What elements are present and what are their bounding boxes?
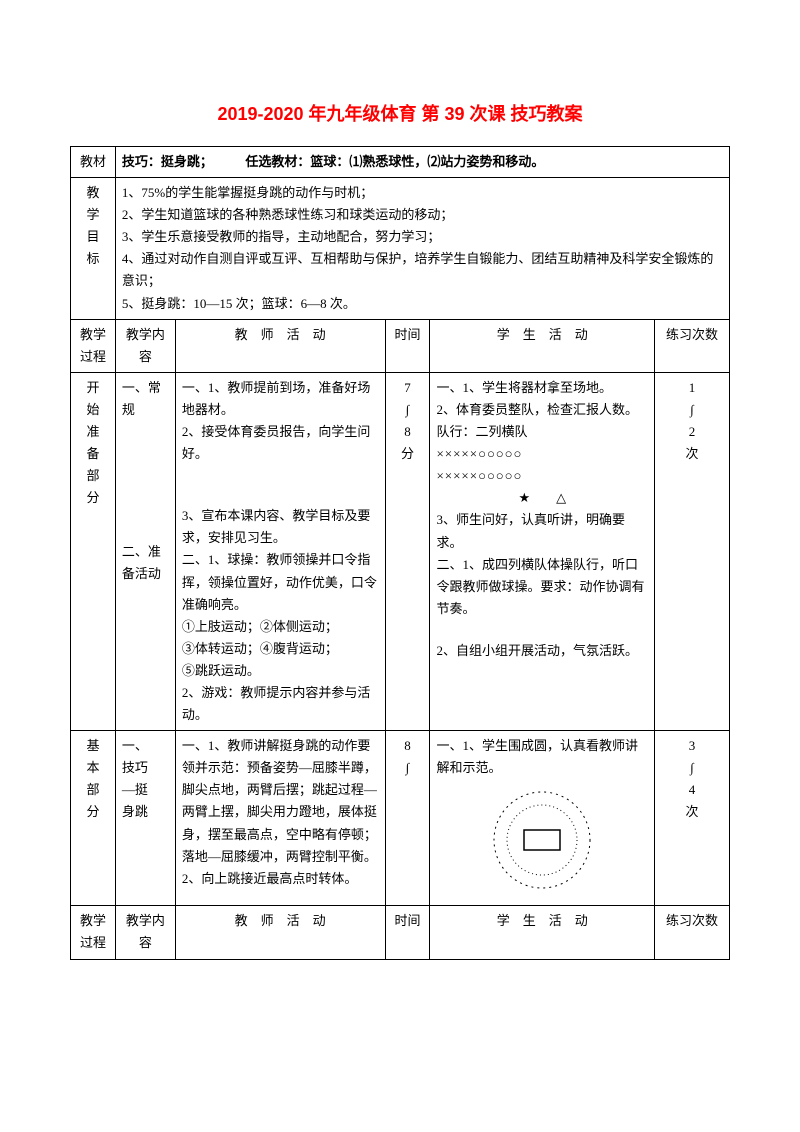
sec1-reps: 1∫2次 <box>655 372 730 730</box>
col-teacher: 教 师 活 动 <box>175 906 385 959</box>
goal-content: 1、75%的学生能掌握挺身跳的动作与时机； 2、学生知道篮球的各种熟悉球性练习和… <box>115 178 729 320</box>
col-content: 教学内容 <box>115 906 175 959</box>
circle-diagram <box>472 785 612 895</box>
col-time: 时间 <box>385 906 430 959</box>
table-row: 教材 技巧：挺身跳； 任选教材：篮球：⑴熟悉球性，⑵站力姿势和移动。 <box>71 147 730 178</box>
sec2-teacher: 一、1、教师讲解挺身跳的动作要领并示范：预备姿势—屈膝半蹲，脚尖点地，两臂后摆；… <box>175 731 385 906</box>
sec1-content: 一、常规 二、准备活动 <box>115 372 175 730</box>
sec2-time: 8∫ <box>385 731 430 906</box>
table-header-row: 教学过程 教学内容 教 师 活 动 时间 学 生 活 动 练习次数 <box>71 319 730 372</box>
material-content: 技巧：挺身跳； 任选教材：篮球：⑴熟悉球性，⑵站力姿势和移动。 <box>115 147 729 178</box>
goal-label: 教学目标 <box>71 178 116 320</box>
sec1-process: 开始准备部分 <box>71 372 116 730</box>
col-time: 时间 <box>385 319 430 372</box>
table-row: 基本部分 一、 技巧 —挺 身跳 一、1、教师讲解挺身跳的动作要领并示范：预备姿… <box>71 731 730 906</box>
sec1-teacher: 一、1、教师提前到场，准备好场地器材。 2、接受体育委员报告，向学生问好。 3、… <box>175 372 385 730</box>
sec1-student: 一、1、学生将器材拿至场地。 2、体育委员整队，检查汇报人数。队行：二列横队 ×… <box>430 372 655 730</box>
col-process: 教学过程 <box>71 319 116 372</box>
col-teacher: 教 师 活 动 <box>175 319 385 372</box>
sec2-reps: 3∫4次 <box>655 731 730 906</box>
sec2-content: 一、 技巧 —挺 身跳 <box>115 731 175 906</box>
sec2-process: 基本部分 <box>71 731 116 906</box>
col-process: 教学过程 <box>71 906 116 959</box>
table-row: 教学目标 1、75%的学生能掌握挺身跳的动作与时机； 2、学生知道篮球的各种熟悉… <box>71 178 730 320</box>
table-row: 开始准备部分 一、常规 二、准备活动 一、1、教师提前到场，准备好场地器材。 2… <box>71 372 730 730</box>
col-student: 学 生 活 动 <box>430 319 655 372</box>
col-student: 学 生 活 动 <box>430 906 655 959</box>
sec1-time: 7∫8分 <box>385 372 430 730</box>
table-header-row: 教学过程 教学内容 教 师 活 动 时间 学 生 活 动 练习次数 <box>71 906 730 959</box>
col-content: 教学内容 <box>115 319 175 372</box>
sec2-student: 一、1、学生围成圆，认真看教师讲解和示范。 <box>430 731 655 906</box>
page-title: 2019-2020 年九年级体育 第 39 次课 技巧教案 <box>70 100 730 126</box>
lesson-plan-table: 教材 技巧：挺身跳； 任选教材：篮球：⑴熟悉球性，⑵站力姿势和移动。 教学目标 … <box>70 146 730 960</box>
col-reps: 练习次数 <box>655 906 730 959</box>
col-reps: 练习次数 <box>655 319 730 372</box>
material-label: 教材 <box>71 147 116 178</box>
